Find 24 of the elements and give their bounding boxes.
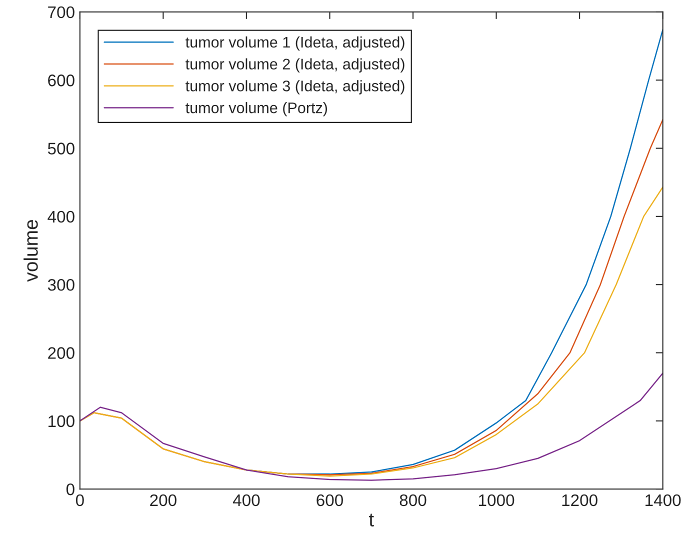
y-tick-label: 400	[48, 210, 74, 223]
x-tick-label: 1400	[646, 494, 681, 506]
line-series	[80, 372, 663, 481]
line-series	[80, 186, 663, 477]
x-tick-label: 600	[316, 494, 343, 506]
y-tick-label: 300	[48, 278, 74, 291]
x-axis-title: t	[368, 514, 374, 526]
x-tick-label: 400	[232, 494, 260, 506]
x-tick-label: 1200	[562, 494, 598, 506]
x-tick-label: 800	[400, 494, 426, 506]
legend-label: tumor volume 1 (Ideta, adjusted)	[186, 36, 404, 51]
y-tick-label: 100	[48, 415, 74, 428]
y-tick-label: 700	[48, 6, 74, 18]
x-tick-label: 1000	[479, 494, 514, 506]
y-tick-label: 200	[48, 347, 74, 359]
legend-label: tumor volume (Portz)	[186, 102, 328, 116]
legend-label: tumor volume 2 (Ideta, adjusted)	[186, 58, 404, 73]
y-tick-label: 0	[66, 483, 74, 496]
legend-label: tumor volume 3 (Ideta, adjusted)	[186, 80, 404, 94]
y-tick-label: 500	[48, 142, 74, 154]
x-tick-label: 200	[150, 494, 176, 506]
y-tick-label: 600	[48, 74, 74, 86]
y-axis-title: volume	[24, 220, 38, 282]
x-tick-label: 0	[76, 494, 84, 506]
